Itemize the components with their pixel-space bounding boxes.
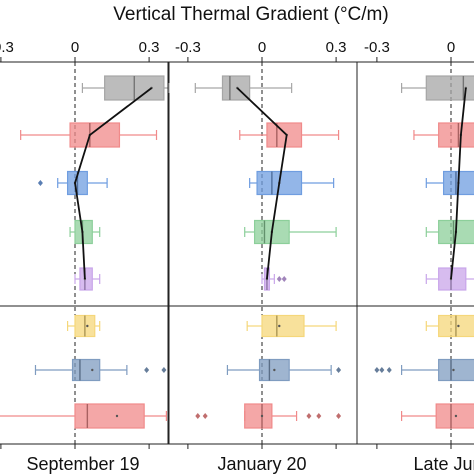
box-1 bbox=[20, 122, 158, 148]
box-mean-dot bbox=[457, 324, 460, 328]
box-mean-dot bbox=[86, 324, 89, 328]
box-7 bbox=[401, 403, 474, 429]
box-iqr bbox=[69, 122, 121, 148]
box-5 bbox=[66, 314, 101, 338]
box-iqr bbox=[266, 122, 303, 148]
outlier-point bbox=[202, 413, 208, 419]
box-7 bbox=[195, 403, 342, 429]
box-iqr bbox=[74, 403, 145, 429]
box-7 bbox=[0, 403, 167, 429]
x-tick-label: 0 bbox=[447, 39, 455, 56]
box-mean-dot bbox=[260, 414, 264, 418]
x-tick-label: 0 bbox=[71, 39, 79, 56]
panel-1: -0.3 0 0.3 bbox=[167, 39, 358, 449]
x-tick-label: 0.3 bbox=[326, 39, 347, 56]
outlier-point bbox=[316, 413, 322, 419]
box-1 bbox=[239, 122, 340, 148]
box-iqr bbox=[71, 358, 101, 382]
box-6 bbox=[374, 358, 474, 382]
box-6 bbox=[34, 358, 167, 382]
box-iqr bbox=[438, 122, 474, 148]
x-tick-label: -0.3 bbox=[364, 39, 390, 56]
outlier-point bbox=[336, 413, 342, 419]
outlier-point bbox=[37, 180, 43, 186]
box-0 bbox=[194, 75, 293, 101]
outlier-point bbox=[379, 367, 385, 373]
outlier-point bbox=[144, 367, 150, 373]
panel-label-september: September 19 bbox=[26, 454, 139, 474]
box-2 bbox=[249, 170, 335, 196]
box-iqr bbox=[244, 403, 273, 429]
box-mean-dot bbox=[278, 324, 281, 328]
box-2 bbox=[425, 170, 474, 196]
outlier-point bbox=[161, 367, 167, 373]
box-iqr bbox=[79, 267, 93, 291]
box-2 bbox=[37, 170, 108, 196]
box-mean-dot bbox=[452, 368, 455, 372]
panel-frame bbox=[356, 61, 474, 445]
panel-0: -0.3 0 0.3 bbox=[0, 39, 170, 449]
box-3 bbox=[69, 219, 101, 245]
outlier-point bbox=[374, 367, 380, 373]
box-mean-dot bbox=[273, 368, 276, 372]
panel-label-january: January 20 bbox=[217, 454, 306, 474]
box-0 bbox=[401, 75, 474, 101]
box-0 bbox=[81, 75, 170, 101]
box-6 bbox=[226, 358, 342, 382]
panel-frame bbox=[0, 61, 170, 445]
outlier-point bbox=[336, 367, 342, 373]
box-4 bbox=[261, 267, 287, 291]
box-mean-dot bbox=[115, 414, 119, 418]
box-5 bbox=[425, 314, 474, 338]
outlier-point bbox=[195, 413, 201, 419]
x-tick-label: 0.3 bbox=[139, 39, 160, 56]
outlier-point bbox=[306, 413, 312, 419]
panel-label-late-june: Late June bbox=[413, 454, 474, 474]
mean-trend-line bbox=[450, 87, 467, 280]
box-4 bbox=[425, 267, 474, 291]
box-mean-dot bbox=[91, 368, 94, 372]
box-3 bbox=[425, 219, 474, 245]
mean-trend-line bbox=[236, 87, 288, 280]
box-iqr bbox=[438, 358, 474, 382]
x-tick-label: -0.3 bbox=[175, 39, 201, 56]
chart-title: Vertical Thermal Gradient (°C/m) bbox=[113, 4, 388, 25]
x-tick-label: -0.3 bbox=[0, 39, 14, 56]
box-1 bbox=[413, 122, 474, 148]
outlier-point bbox=[281, 276, 287, 282]
box-mean-dot bbox=[454, 414, 458, 418]
panels-group: -0.300.3-0.300.3-0.300.3 bbox=[0, 39, 474, 449]
box-5 bbox=[246, 314, 337, 338]
outlier-point bbox=[386, 367, 392, 373]
box-iqr bbox=[261, 314, 305, 338]
box-3 bbox=[244, 219, 337, 245]
outlier-point bbox=[276, 276, 282, 282]
panel-2: -0.300.3 bbox=[356, 39, 474, 449]
x-tick-label: 0 bbox=[258, 39, 266, 56]
mean-trend-line bbox=[74, 87, 153, 280]
box-4 bbox=[74, 267, 101, 291]
